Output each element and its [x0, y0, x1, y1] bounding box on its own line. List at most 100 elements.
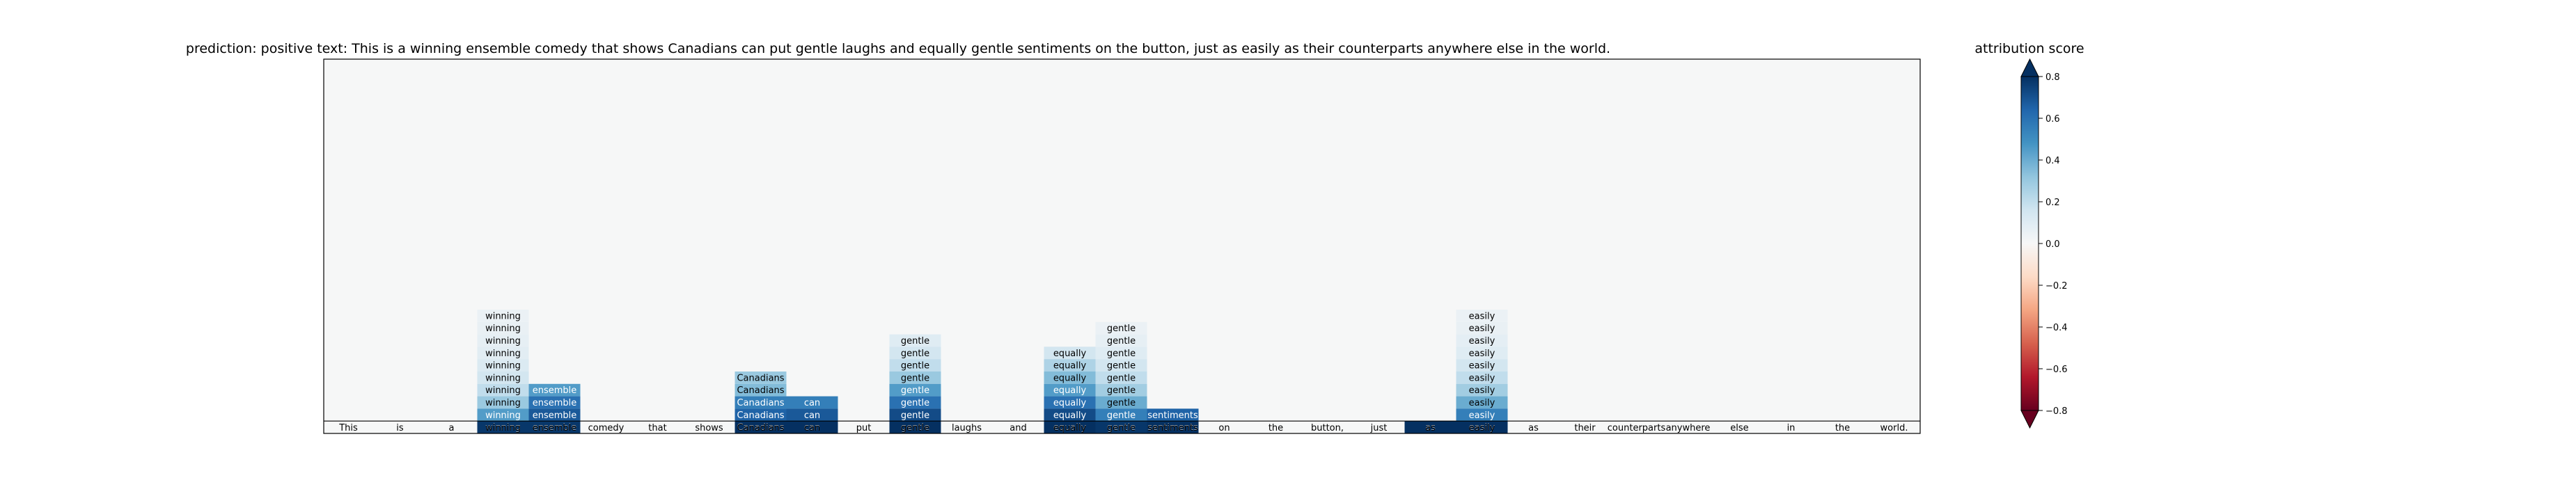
heatmap-cell [477, 372, 529, 384]
heatmap-cell [1456, 359, 1508, 372]
colorbar-tick-label: −0.2 [2045, 281, 2068, 292]
heatmap-cell [1456, 408, 1508, 422]
heatmap-cell-label: gentle [1107, 361, 1136, 372]
heatmap-cell [1044, 408, 1096, 422]
heatmap-cell [477, 334, 529, 347]
heatmap-cell-label: ensemble [533, 398, 577, 408]
token-label: anywhere [1666, 423, 1711, 433]
heatmap-cell [889, 346, 941, 360]
heatmap-cell [528, 383, 581, 397]
heatmap-cell-label: equally [1053, 373, 1087, 383]
token-label: counterparts [1608, 423, 1666, 433]
colorbar-tick-label: 0.4 [2045, 156, 2060, 166]
heatmap-cell-label: gentle [1107, 410, 1136, 421]
heatmap-cell [477, 321, 529, 335]
heatmap-cell [1044, 396, 1096, 409]
heatmap-cell-label: equally [1053, 349, 1087, 359]
heatmap-cell [889, 408, 941, 422]
heatmap-cell-label: winning [485, 423, 521, 433]
token-label: This [338, 423, 358, 433]
heatmap-cell-label: gentle [901, 336, 929, 346]
heatmap-cell [1147, 421, 1199, 433]
heatmap-cell-label: gentle [1107, 349, 1136, 359]
heatmap-cell [1456, 372, 1508, 384]
heatmap-cell [1095, 372, 1147, 384]
token-label: laughs [952, 423, 982, 433]
colorbar-extend-min [2020, 410, 2039, 429]
heatmap-cell-label: easily [1469, 324, 1495, 334]
heatmap-cell [1044, 346, 1096, 360]
heatmap-cell-label: easily [1469, 373, 1495, 383]
heatmap-cell [477, 359, 529, 372]
heatmap-plot-area: winningwinningwinningwinningwinningwinni… [323, 58, 1921, 434]
colorbar-gradient [2021, 77, 2039, 410]
heatmap-cell [735, 421, 787, 433]
heatmap-cell [1404, 421, 1456, 433]
heatmap-cell [786, 421, 838, 433]
heatmap-cell-label: winning [485, 324, 521, 334]
heatmap-cell [1095, 383, 1147, 397]
heatmap-cell [889, 383, 941, 397]
heatmap-cell-label: sentiments [1147, 410, 1198, 421]
heatmap-cell [477, 396, 529, 409]
heatmap-cell-label: winning [485, 398, 521, 408]
heatmap-cell-label: gentle [1107, 373, 1136, 383]
heatmap-cell [786, 408, 838, 422]
heatmap-cell [786, 396, 838, 409]
heatmap-cell [889, 334, 941, 347]
heatmap-cell [477, 310, 529, 322]
heatmap-cell-label: easily [1469, 385, 1495, 396]
token-label: the [1269, 423, 1283, 433]
token-label: easily [1469, 423, 1495, 433]
heatmap-cell-label: equally [1053, 385, 1087, 396]
heatmap-cell-label: gentle [1107, 385, 1136, 396]
heatmap-cell [735, 408, 787, 422]
heatmap-cell-label: equally [1053, 398, 1087, 408]
heatmap-cell-label: gentle [1107, 324, 1136, 334]
heatmap-cell [1456, 346, 1508, 360]
heatmap-cell [1095, 346, 1147, 360]
chart-title: prediction: positive text: This is a win… [186, 41, 1610, 56]
token-label: button, [1311, 423, 1344, 433]
colorbar-tick-label: 0.8 [2045, 72, 2060, 83]
heatmap-cell-label: sentiments [1147, 423, 1198, 433]
heatmap-cell-label: can [804, 423, 820, 433]
heatmap-cell [1044, 421, 1096, 433]
heatmap-cell [1044, 383, 1096, 397]
heatmap-cell [735, 396, 787, 409]
heatmap-cell-label: gentle [901, 385, 929, 396]
token-label: world. [1880, 423, 1908, 433]
heatmap-cell [1095, 334, 1147, 347]
heatmap-cell [1095, 321, 1147, 335]
token-label: is [396, 423, 404, 433]
heatmap-cell-label: gentle [1107, 336, 1136, 346]
token-label: put [856, 423, 872, 433]
heatmap-cell-label: gentle [1107, 423, 1136, 433]
heatmap-cell-label: easily [1469, 311, 1495, 321]
colorbar-tick-label: 0.6 [2045, 114, 2060, 125]
heatmap-cell-label: equally [1053, 410, 1087, 421]
token-label: sentiments [1147, 423, 1198, 433]
heatmap-cell [1456, 321, 1508, 335]
heatmap-cell-label: gentle [901, 423, 929, 433]
heatmap-cell [477, 383, 529, 397]
heatmap-cell-label: Canadians [737, 423, 784, 433]
heatmap-cell-label: Canadians [737, 398, 784, 408]
token-label: just [1370, 423, 1388, 433]
heatmap-cell-label: gentle [901, 410, 929, 421]
heatmap-cell-label: Canadians [737, 410, 784, 421]
heatmap-cell-label: ensemble [533, 410, 577, 421]
heatmap-cell [477, 421, 529, 433]
heatmap-cell [528, 396, 581, 409]
heatmap-cell [528, 421, 581, 433]
token-label: their [1574, 423, 1596, 433]
heatmap-cell-label: easily [1469, 349, 1495, 359]
token-label: gentle [901, 423, 929, 433]
heatmap-cell [889, 359, 941, 372]
token-label: can [804, 423, 820, 433]
token-label: in [1787, 423, 1796, 433]
heatmap-cell [1095, 359, 1147, 372]
heatmap-cell-label: easily [1469, 398, 1495, 408]
heatmap-cell-label: Canadians [737, 385, 784, 396]
token-label: equally [1053, 423, 1087, 433]
